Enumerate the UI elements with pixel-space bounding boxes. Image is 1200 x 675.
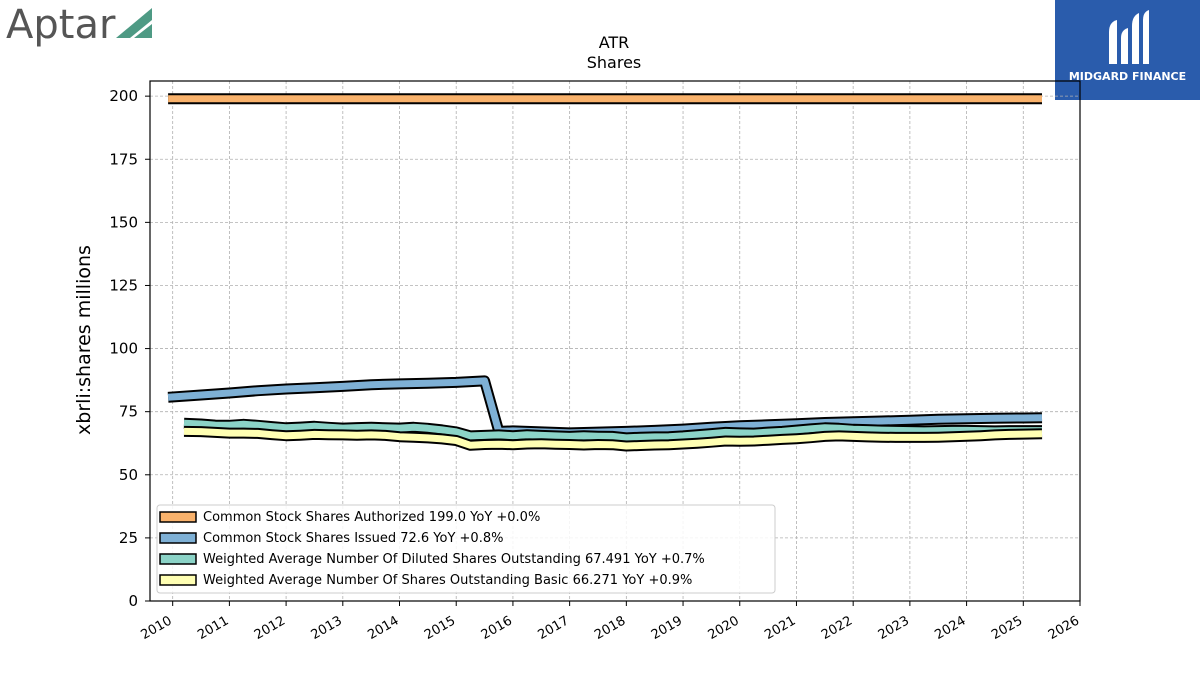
x-tick-label: 2026 (1046, 613, 1082, 643)
y-tick-label: 200 (109, 87, 138, 105)
series-line (183, 419, 1042, 442)
midgard-finance-logo: MIDGARD FINANCE (1055, 0, 1200, 100)
y-tick-label: 150 (109, 213, 138, 231)
series-line (183, 427, 1043, 450)
y-tick-label: 175 (109, 150, 138, 168)
y-tick-label: 75 (119, 403, 138, 421)
legend-box (156, 504, 776, 594)
y-axis-label: xbrli:shares millions (73, 245, 95, 435)
series-layer (167, 93, 1043, 452)
legend-swatch (159, 553, 197, 565)
x-tick-label: 2021 (762, 613, 798, 643)
series-3 (183, 425, 1043, 452)
x-tick-label: 2014 (365, 613, 401, 643)
aptar-logo-wordmark: Aptar (6, 2, 116, 48)
legend-label: Weighted Average Number Of Shares Outsta… (203, 573, 692, 588)
y-tick-label: 125 (109, 276, 138, 294)
legend-swatch (159, 511, 197, 523)
plot-frame (149, 80, 1081, 602)
series-2 (183, 417, 1042, 444)
legend-label: Common Stock Shares Issued 72.6 YoY +0.8… (203, 531, 503, 546)
y-tick-label: 50 (119, 466, 138, 484)
x-tick-label: 2019 (649, 613, 685, 643)
chart-title: ATR (599, 33, 630, 52)
x-tick-label: 2011 (195, 613, 231, 643)
x-tick-label: 2020 (706, 613, 742, 643)
x-tick-label: 2017 (535, 613, 571, 643)
chart-subtitle: Shares (587, 53, 642, 72)
legend: Common Stock Shares Authorized 199.0 YoY… (156, 504, 776, 594)
legend-swatch (159, 532, 197, 544)
legend-label: Common Stock Shares Authorized 199.0 YoY… (203, 510, 540, 525)
midgard-finance-wordmark: MIDGARD FINANCE (1068, 70, 1187, 83)
x-tick-label: 2013 (309, 613, 345, 643)
y-tick-label: 25 (119, 529, 138, 547)
x-tick-label: 2022 (819, 613, 855, 643)
aptar-logo-mark-icon (116, 8, 152, 38)
midgard-finance-mark-icon (1109, 10, 1149, 64)
x-tick-label: 2015 (422, 613, 458, 643)
x-tick-label: 2018 (592, 613, 628, 643)
x-tick-label: 2016 (479, 613, 515, 643)
y-tick-label: 0 (128, 592, 138, 610)
aptar-logo: Aptar (0, 0, 170, 50)
x-tick-label: 2010 (139, 613, 175, 643)
y-tick-label: 100 (109, 340, 138, 358)
x-tick-label: 2012 (252, 613, 288, 643)
legend-label: Weighted Average Number Of Diluted Share… (203, 552, 705, 567)
legend-swatch (159, 574, 197, 586)
x-tick-label: 2023 (876, 613, 912, 643)
x-tick-label: 2025 (989, 613, 1025, 643)
x-tick-label: 2024 (932, 613, 968, 643)
